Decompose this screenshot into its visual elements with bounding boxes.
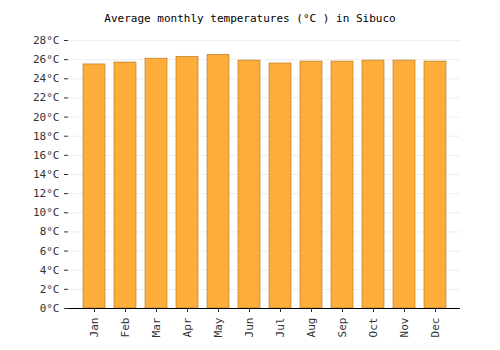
svg-text:14°C: 14°C: [33, 168, 60, 181]
svg-text:May: May: [212, 317, 225, 337]
html-text:Average monthly temperatures (: Average monthly temperatures (°C ) in Si…: [104, 12, 396, 25]
svg-text:22°C: 22°C: [33, 91, 60, 104]
svg-text:8°C: 8°C: [40, 225, 60, 238]
svg-text:Apr: Apr: [181, 317, 194, 337]
svg-text:0°C: 0°C: [40, 302, 60, 315]
svg-text:20°C: 20°C: [33, 111, 60, 124]
svg-text:Oct: Oct: [367, 318, 380, 338]
svg-text:26°C: 26°C: [33, 53, 60, 66]
svg-text:Nov: Nov: [398, 317, 411, 337]
svg-text:6°C: 6°C: [40, 245, 60, 258]
svg-text:Jul: Jul: [274, 318, 287, 338]
svg-text:24°C: 24°C: [33, 72, 60, 85]
svg-text:Jun: Jun: [243, 318, 256, 338]
svg-text:Feb: Feb: [119, 318, 132, 338]
svg-text:12°C: 12°C: [33, 187, 60, 200]
svg-text:Jan: Jan: [88, 318, 101, 338]
svg-text:16°C: 16°C: [33, 149, 60, 162]
svg-text:2°C: 2°C: [40, 283, 60, 296]
svg-text:Sep: Sep: [336, 318, 349, 338]
svg-text:18°C: 18°C: [33, 130, 60, 143]
svg-text:Mar: Mar: [150, 317, 163, 337]
svg-text:10°C: 10°C: [33, 206, 60, 219]
svg-text:4°C: 4°C: [40, 264, 60, 277]
svg-text:Dec: Dec: [429, 318, 442, 338]
svg-text:28°C: 28°C: [33, 34, 60, 47]
svg-text:Aug: Aug: [305, 318, 318, 338]
